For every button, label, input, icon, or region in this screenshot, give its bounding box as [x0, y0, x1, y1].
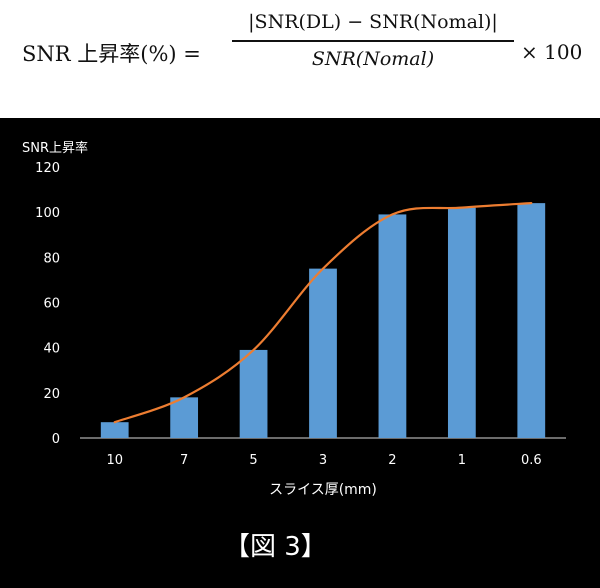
- formula-lhs: SNR 上昇率(%) =: [22, 42, 201, 66]
- bar: [170, 397, 199, 438]
- formula-denominator: SNR(Nomal): [311, 47, 435, 70]
- x-tick-label: 7: [180, 453, 188, 468]
- y-tick-label: 20: [43, 387, 60, 402]
- trend-line: [113, 202, 533, 424]
- x-tick-label: 0.6: [521, 453, 542, 468]
- bar: [517, 203, 546, 438]
- x-tick-label: 10: [106, 453, 123, 468]
- chart-panel: SNR上昇率 0 20 40 60 80 100 120 10 7 5 3 2 1 0.6 スライス厚(mm)…: [0, 118, 600, 588]
- x-tick-label: 2: [388, 453, 396, 468]
- x-axis-title: スライス厚(mm): [269, 482, 377, 498]
- x-tick-label: 3: [319, 453, 327, 468]
- formula-fraction: |SNR(DL) − SNR(Nomal)| SNR(Nomal): [232, 6, 514, 72]
- y-tick-label: 0: [52, 432, 60, 447]
- bar: [309, 268, 337, 438]
- figure-caption: 【図 3】: [224, 532, 327, 562]
- formula-rhs: × 100: [521, 40, 583, 64]
- chart: SNR上昇率 0 20 40 60 80 100 120 10 7 5 3 2 1 0.6 スライス厚(mm): [22, 140, 566, 498]
- y-tick-label: 80: [43, 251, 60, 266]
- y-tick-label: 100: [35, 206, 60, 221]
- x-tick-label: 1: [458, 453, 466, 468]
- bar: [447, 207, 476, 438]
- bar: [239, 349, 268, 438]
- y-tick-label: 40: [43, 342, 60, 357]
- bar: [378, 214, 407, 438]
- y-tick-label: 60: [43, 297, 60, 312]
- formula-numerator: |SNR(DL) − SNR(Nomal)|: [248, 11, 498, 33]
- y-axis-title: SNR上昇率: [22, 140, 88, 156]
- y-tick-label: 120: [35, 161, 60, 176]
- x-tick-label: 5: [249, 453, 257, 468]
- fraction-bar: [232, 40, 514, 42]
- bar: [100, 422, 129, 438]
- formula: SNR 上昇率(%) = |SNR(DL) − SNR(Nomal)| SNR(…: [0, 0, 600, 118]
